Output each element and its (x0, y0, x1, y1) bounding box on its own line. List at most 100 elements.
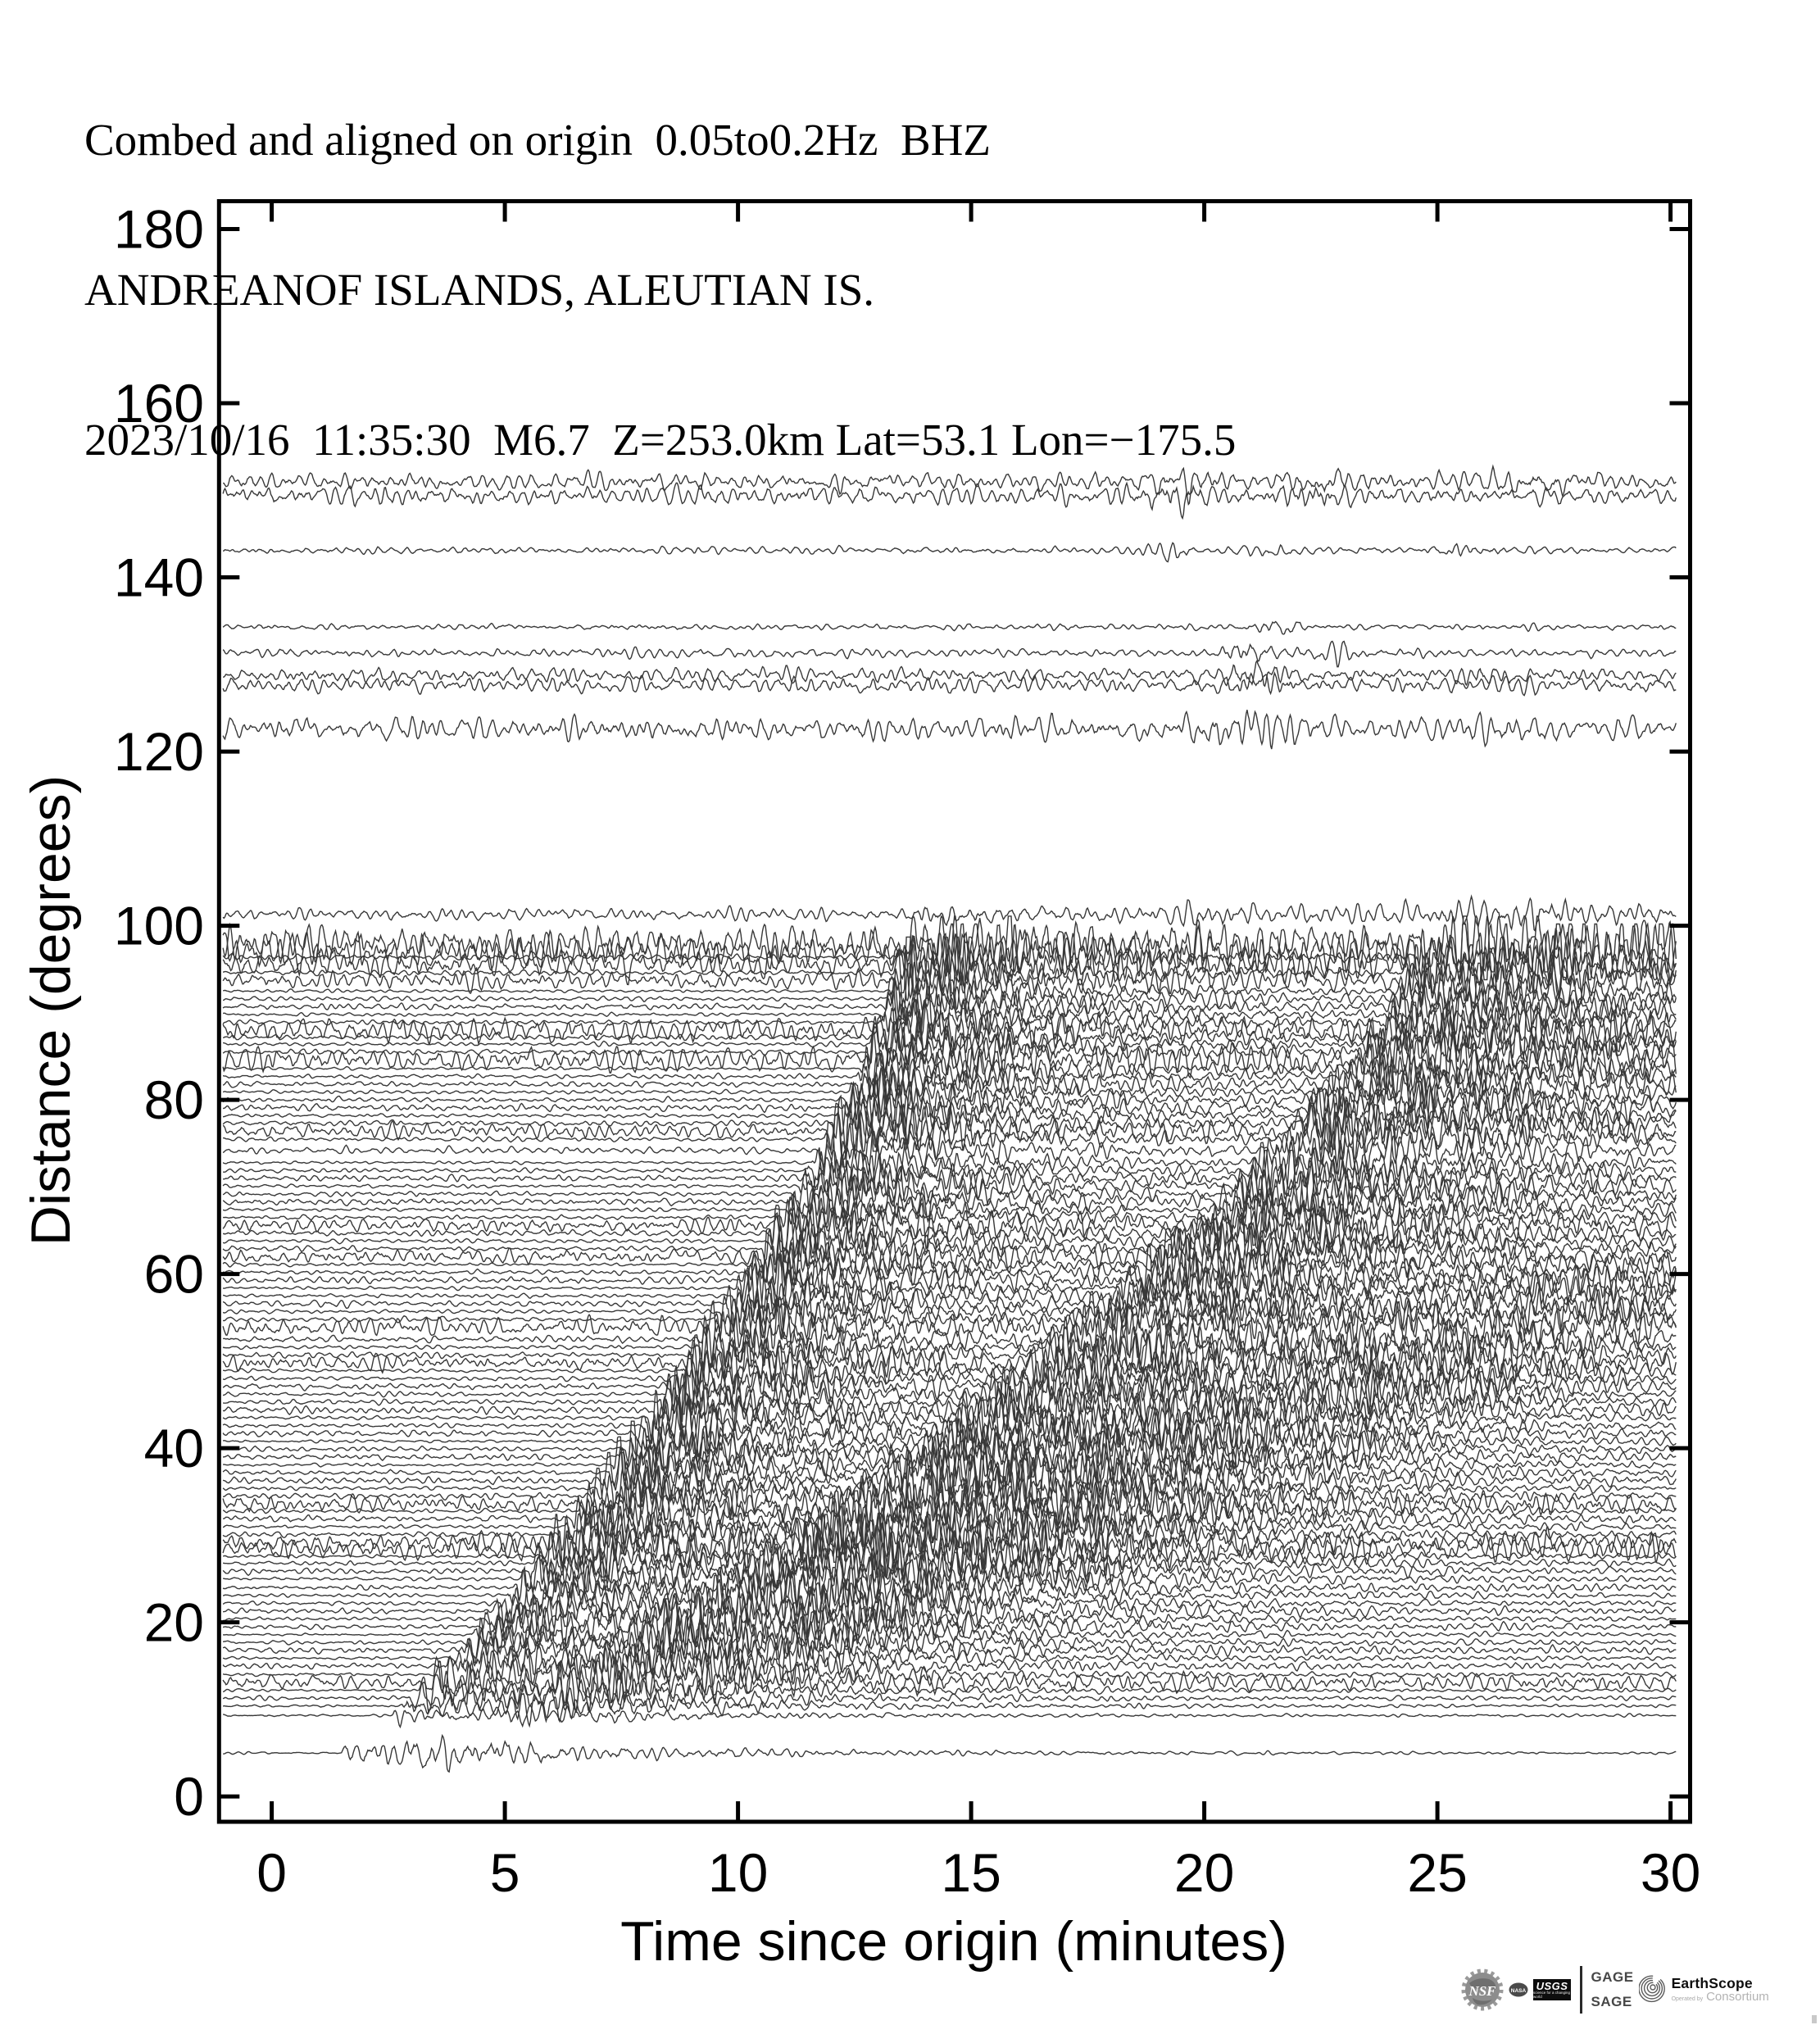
seismogram-trace (223, 1419, 1677, 1478)
earthscope-spiral-icon (1638, 1975, 1665, 2003)
seismogram-trace (222, 1318, 1677, 1373)
seismogram-trace (222, 1185, 1677, 1233)
seismogram-trace (222, 1682, 1677, 1712)
y-tick-label: 180 (114, 199, 204, 260)
sage-label: SAGE (1591, 1994, 1632, 2009)
seismogram-trace (222, 1458, 1677, 1514)
y-tick-label: 20 (144, 1592, 204, 1653)
operated-by-label: Operated by (1671, 1996, 1704, 2003)
seismogram-trace (222, 1549, 1677, 1608)
seismogram-trace (222, 1645, 1677, 1704)
title-line-filter: Combed and aligned on origin 0.05to0.2Hz… (84, 115, 991, 165)
seismogram-trace (222, 1227, 1677, 1287)
seismogram-trace (222, 1269, 1677, 1326)
x-tick-label: 10 (708, 1842, 768, 1903)
y-tick-label: 0 (174, 1766, 204, 1827)
x-tick-label: 15 (941, 1842, 1001, 1903)
seismogram-trace (222, 1582, 1677, 1640)
earthscope-label: EarthScope (1671, 1974, 1753, 1991)
y-tick-label: 40 (144, 1418, 204, 1478)
seismogram-trace (222, 1174, 1677, 1231)
seismogram-trace (223, 1149, 1677, 1207)
seismogram-trace (222, 915, 1677, 974)
seismogram-trace (222, 464, 1677, 506)
y-tick-label: 140 (114, 547, 204, 608)
seismogram-trace (223, 1592, 1677, 1648)
axes-frame (216, 199, 1692, 1824)
seismogram-trace (222, 1533, 1677, 1592)
seismogram-trace (222, 1414, 1677, 1470)
seismogram-trace (222, 944, 1677, 1002)
y-tick-label: 60 (144, 1244, 204, 1305)
seismogram-trace (222, 1221, 1677, 1277)
seismogram-trace (222, 1251, 1677, 1310)
seismogram-trace (222, 1389, 1677, 1448)
seismogram-trace (222, 1071, 1677, 1129)
nasa-logo-text: NASA (1511, 1988, 1527, 1994)
y-tick-label: 120 (114, 721, 204, 782)
seismogram-trace (222, 1451, 1677, 1510)
seismogram-trace (222, 1482, 1677, 1537)
seismogram-trace (223, 1701, 1677, 1729)
seismogram-trace (222, 481, 1677, 520)
x-tick-label: 0 (256, 1842, 287, 1903)
seismogram-trace (222, 928, 1677, 986)
seismogram-trace (223, 1436, 1677, 1494)
seismogram-trace (222, 620, 1677, 635)
seismogram-trace (223, 1142, 1677, 1198)
usgs-logo: USGS science for a changing world (1533, 1979, 1571, 2000)
seismogram-trace (222, 936, 1677, 994)
nsf-logo-text: NSF (1468, 1983, 1496, 1999)
seismogram-trace (222, 1405, 1677, 1462)
usgs-logo-text: USGS (1536, 1980, 1568, 1992)
nasa-logo-icon: NASA (1509, 1982, 1528, 1997)
seismogram-trace (222, 1102, 1677, 1161)
x-tick-label: 20 (1174, 1842, 1234, 1903)
seismogram-trace (222, 1058, 1677, 1112)
seismogram-trace (222, 1001, 1677, 1060)
seismogram-trace (223, 659, 1677, 688)
seismogram-trace (222, 1654, 1677, 1711)
seismogram-trace (222, 710, 1677, 750)
seismogram-trace (222, 1287, 1677, 1340)
gage-sage-label: GAGE SAGE (1591, 1965, 1634, 2014)
x-tick-label: 5 (490, 1842, 520, 1903)
seismogram-trace (222, 1637, 1677, 1696)
seismogram-trace (222, 1243, 1677, 1301)
seismogram-trace (222, 1513, 1677, 1571)
branding-block: NSF NASA USGS science for a changing wor… (1461, 1962, 1769, 2018)
seismogram-trace (222, 1542, 1677, 1600)
seismogram-trace (222, 1087, 1677, 1142)
x-tick-label: 25 (1407, 1842, 1467, 1903)
usgs-tagline: science for a changing world (1533, 1991, 1571, 1999)
seismogram-trace (223, 1343, 1677, 1400)
seismogram-trace (223, 1606, 1677, 1664)
seismogram-trace (222, 1381, 1677, 1439)
seismogram-trace (222, 671, 1677, 697)
seismogram-trace (222, 1309, 1677, 1369)
seismogram-trace (222, 1563, 1677, 1610)
x-tick-label: 30 (1641, 1842, 1700, 1903)
seismogram-trace (222, 969, 1677, 1023)
seismogram-trace (222, 1188, 1677, 1246)
y-axis-label: Distance (degrees) (20, 774, 82, 1246)
seismogram-trace (222, 1031, 1677, 1090)
seismogram-trace (223, 1490, 1677, 1549)
seismogram-trace (222, 1528, 1677, 1583)
seismogram-trace (222, 1134, 1677, 1192)
branding-divider (1580, 1966, 1582, 2014)
seismogram-trace (222, 1365, 1677, 1423)
seismogram-trace (222, 986, 1677, 1043)
seismogram-trace (222, 1520, 1677, 1579)
traces-group (222, 464, 1677, 1773)
x-axis-label: Time since origin (minutes) (620, 1910, 1287, 1973)
seismogram-trace (222, 542, 1677, 563)
seismogram-trace (222, 1396, 1677, 1455)
seismogram-trace (222, 1277, 1677, 1332)
seismogram-trace (222, 1373, 1677, 1431)
consortium-label: Consortium (1706, 1990, 1769, 2005)
title-line-region: ANDREANOF ISLANDS, ALEUTIAN IS. (84, 265, 875, 315)
y-tick-label: 80 (144, 1069, 204, 1130)
earthscope-text-block: EarthScope Operated by Consortium (1672, 1976, 1769, 2004)
